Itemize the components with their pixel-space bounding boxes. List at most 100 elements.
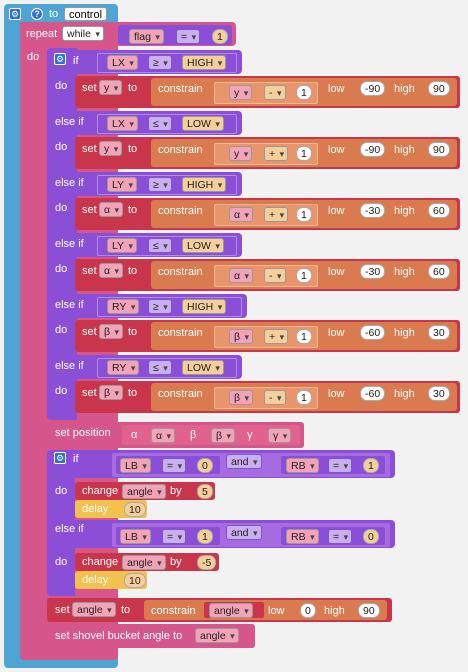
and-dropdown[interactable]: and (226, 525, 262, 541)
var-dropdown[interactable]: y (229, 85, 253, 101)
op-dropdown[interactable]: = (162, 529, 187, 545)
angle-var-dropdown[interactable]: angle (195, 628, 239, 644)
rb-var-dropdown[interactable]: RB (286, 529, 319, 545)
op-dropdown[interactable]: = (328, 458, 353, 474)
to-label: to (128, 204, 138, 216)
number-field[interactable]: -30 (360, 264, 386, 279)
number-field[interactable]: 1 (296, 146, 312, 161)
gear-icon[interactable]: ⚙ (9, 8, 21, 20)
arith-op-dropdown[interactable]: - (264, 390, 286, 406)
arith-op-dropdown[interactable]: + (264, 207, 289, 223)
axis-var-dropdown[interactable]: LX (107, 116, 138, 132)
number-field[interactable]: -60 (360, 325, 386, 340)
var-dropdown[interactable]: y (99, 141, 123, 157)
number-field[interactable]: 90 (428, 81, 450, 96)
op-dropdown[interactable]: = (176, 29, 201, 45)
to-label: to (128, 387, 138, 399)
gear-icon[interactable]: ⚙ (54, 53, 66, 65)
var-dropdown[interactable]: β (99, 385, 124, 401)
and-dropdown[interactable]: and (226, 454, 262, 470)
number-field[interactable]: -60 (360, 386, 386, 401)
number-field[interactable]: -30 (360, 203, 386, 218)
beta-var-dropdown[interactable]: β (211, 428, 236, 444)
number-field[interactable]: 60 (428, 264, 450, 279)
set-label: set (82, 82, 97, 94)
number-field[interactable]: 0 (197, 458, 213, 473)
level-dropdown[interactable]: LOW (182, 238, 224, 254)
number-field[interactable]: -90 (360, 81, 386, 96)
do-label: do (55, 556, 68, 568)
high-label: high (394, 327, 415, 339)
number-field[interactable]: 30 (428, 386, 450, 401)
var-dropdown[interactable]: α (99, 263, 124, 279)
alpha-var-dropdown[interactable]: α (151, 428, 176, 444)
level-dropdown[interactable]: HIGH (182, 299, 227, 315)
angle-var-dropdown[interactable]: angle (122, 484, 166, 500)
arith-op-dropdown[interactable]: + (264, 329, 289, 345)
number-field[interactable]: 5 (197, 484, 213, 499)
number-field[interactable]: 1 (212, 29, 228, 44)
op-dropdown[interactable]: ≥ (148, 55, 172, 71)
angle-var-dropdown[interactable]: angle (72, 602, 116, 618)
procedure-name-field[interactable]: control (64, 7, 108, 21)
number-field[interactable]: 60 (428, 203, 450, 218)
beta-label: β (190, 429, 197, 441)
var-dropdown[interactable]: β (229, 329, 254, 345)
number-field[interactable]: 1 (296, 268, 312, 283)
if-label: if (73, 55, 79, 67)
rb-var-dropdown[interactable]: RB (286, 458, 319, 474)
number-field[interactable]: 90 (428, 142, 450, 157)
number-field[interactable]: 1 (363, 458, 379, 473)
flag-var-dropdown[interactable]: flag (129, 29, 164, 45)
angle-var-dropdown[interactable]: angle (209, 603, 253, 619)
axis-var-dropdown[interactable]: LY (107, 177, 138, 193)
level-dropdown[interactable]: LOW (182, 116, 224, 132)
help-icon[interactable]: ? (31, 8, 43, 20)
arith-op-dropdown[interactable]: - (264, 85, 286, 101)
number-field[interactable]: 0 (300, 603, 316, 618)
number-field[interactable]: 1 (296, 85, 312, 100)
set-label: set (55, 604, 70, 616)
number-field[interactable]: 90 (358, 603, 380, 618)
lb-var-dropdown[interactable]: LB (120, 458, 151, 474)
repeat-mode-dropdown[interactable]: while (62, 26, 104, 42)
number-field[interactable]: -90 (360, 142, 386, 157)
var-dropdown[interactable]: β (229, 390, 254, 406)
gear-icon[interactable]: ⚙ (54, 452, 66, 464)
gamma-var-dropdown[interactable]: γ (268, 428, 292, 444)
var-dropdown[interactable]: α (229, 268, 254, 284)
number-field[interactable]: -5 (197, 555, 217, 570)
number-field[interactable]: 1 (197, 529, 213, 544)
var-dropdown[interactable]: β (99, 324, 124, 340)
arith-op-dropdown[interactable]: - (264, 268, 286, 284)
number-field[interactable]: 10 (124, 573, 146, 588)
var-dropdown[interactable]: α (229, 207, 254, 223)
number-field[interactable]: 30 (428, 325, 450, 340)
number-field[interactable]: 1 (296, 207, 312, 222)
var-dropdown[interactable]: y (229, 146, 253, 162)
op-dropdown[interactable]: ≥ (148, 299, 172, 315)
number-field[interactable]: 0 (363, 529, 379, 544)
op-dropdown[interactable]: ≥ (148, 177, 172, 193)
axis-var-dropdown[interactable]: LY (107, 238, 138, 254)
number-field[interactable]: 1 (296, 329, 312, 344)
angle-var-dropdown[interactable]: angle (122, 555, 166, 571)
op-dropdown[interactable]: = (328, 529, 353, 545)
level-dropdown[interactable]: HIGH (182, 177, 227, 193)
lb-var-dropdown[interactable]: LB (120, 529, 151, 545)
axis-var-dropdown[interactable]: LX (107, 55, 138, 71)
axis-var-dropdown[interactable]: RY (107, 360, 140, 376)
var-dropdown[interactable]: α (99, 202, 124, 218)
op-dropdown[interactable]: ≤ (148, 116, 172, 132)
axis-var-dropdown[interactable]: RY (107, 299, 140, 315)
op-dropdown[interactable]: = (162, 458, 187, 474)
arith-op-dropdown[interactable]: + (264, 146, 289, 162)
op-dropdown[interactable]: ≤ (148, 238, 172, 254)
number-field[interactable]: 10 (124, 502, 146, 517)
number-field[interactable]: 1 (296, 390, 312, 405)
op-dropdown[interactable]: ≤ (148, 360, 172, 376)
level-dropdown[interactable]: LOW (182, 360, 224, 376)
var-dropdown[interactable]: y (99, 80, 123, 96)
level-dropdown[interactable]: HIGH (182, 55, 227, 71)
low-label: low (328, 327, 345, 339)
